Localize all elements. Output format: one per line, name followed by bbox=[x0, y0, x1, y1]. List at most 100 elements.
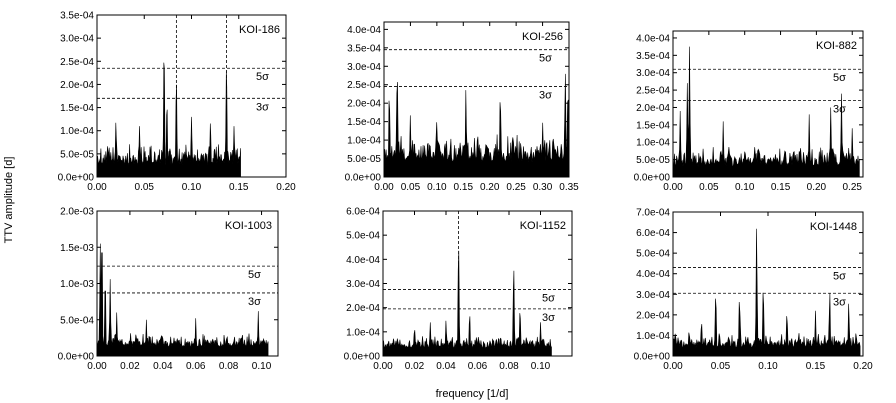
y-tick-label: 2.0e-04 bbox=[60, 80, 94, 91]
x-tick-label: 0.05 bbox=[135, 182, 155, 193]
x-tick-label: 0.10 bbox=[252, 361, 272, 372]
spectrum-series bbox=[96, 62, 241, 178]
x-tick-label: 0.05 bbox=[401, 182, 421, 193]
sigma-3-label: 3σ bbox=[539, 90, 552, 102]
sigma-3-label: 3σ bbox=[542, 312, 555, 324]
panel-title: KOI-882 bbox=[816, 40, 857, 52]
x-tick-label: 0.05 bbox=[699, 182, 719, 193]
sigma-3-label: 3σ bbox=[248, 296, 261, 308]
y-tick-label: 2.0e-04 bbox=[636, 310, 670, 321]
sigma-3-label: 3σ bbox=[256, 101, 269, 113]
panel-title: KOI-1003 bbox=[225, 220, 272, 232]
x-tick-label: 0.02 bbox=[120, 361, 140, 372]
x-tick-label: 0.20 bbox=[853, 361, 873, 372]
x-tick-label: 0.10 bbox=[182, 182, 202, 193]
y-tick-label: 3.0e-04 bbox=[347, 62, 381, 73]
y-tick-label: 3.0e-04 bbox=[636, 290, 670, 301]
y-tick-label: 6.0e-04 bbox=[346, 207, 380, 218]
x-tick-label: 0.05 bbox=[711, 361, 731, 372]
y-tick-label: 1.0e-04 bbox=[347, 136, 381, 147]
y-tick-label: 5.0e-04 bbox=[346, 231, 380, 242]
y-tick-label: 5.0e-05 bbox=[636, 155, 670, 166]
spectrum-series bbox=[672, 46, 860, 178]
y-tick-label: 0.0e+00 bbox=[58, 173, 95, 184]
x-tick-label: 0.25 bbox=[843, 182, 863, 193]
y-tick-label: 3.5e-04 bbox=[636, 51, 670, 62]
x-tick-label: 0.10 bbox=[531, 361, 551, 372]
x-tick-label: 0.20 bbox=[480, 182, 500, 193]
y-tick-label: 0.0e+00 bbox=[634, 352, 671, 363]
sigma-5-label: 5σ bbox=[256, 71, 269, 83]
x-tick-label: 0.04 bbox=[436, 361, 456, 372]
y-tick-label: 2.0e-04 bbox=[347, 99, 381, 110]
y-tick-label: 1.0e-04 bbox=[346, 327, 380, 338]
plot-frame bbox=[672, 30, 864, 178]
x-tick-label: 0.30 bbox=[533, 182, 553, 193]
y-tick-label: 2.0e-04 bbox=[636, 103, 670, 114]
x-tick-label: 0.35 bbox=[559, 182, 579, 193]
sigma-5-label: 5σ bbox=[248, 269, 261, 281]
x-tick-label: 0.10 bbox=[427, 182, 447, 193]
plot-frame bbox=[383, 21, 570, 178]
panel-title: KOI-1152 bbox=[520, 220, 566, 232]
y-tick-label: 3.5e-04 bbox=[347, 43, 381, 54]
panel-koi-1003: 5σ 3σ 0.0e+00 5.0e-04 1.0e-03 1.5e-03 2.0e-03 0… bbox=[58, 207, 279, 372]
x-tick-label: 0.00 bbox=[87, 182, 107, 193]
y-tick-label: 4.0e-04 bbox=[346, 255, 380, 266]
y-tick-label: 5.0e-05 bbox=[347, 154, 381, 165]
x-tick-label: 0.06 bbox=[186, 361, 206, 372]
x-tick-label: 0.00 bbox=[663, 182, 683, 193]
y-tick-label: 0.0e+00 bbox=[634, 173, 671, 184]
sigma-3-label: 3σ bbox=[833, 296, 846, 308]
y-tick-label: 1.5e-03 bbox=[60, 243, 94, 254]
panel-koi-186: 5σ 3σ 0.0e+00 5.0e-05 1.0e-04 1.5e-04 2.0e-04 2… bbox=[58, 11, 297, 194]
x-tick-label: 0.15 bbox=[454, 182, 474, 193]
x-axis-title: frequency [1/d] bbox=[436, 388, 509, 400]
y-tick-label: 0.0e+00 bbox=[344, 352, 381, 363]
x-tick-label: 0.04 bbox=[153, 361, 173, 372]
x-tick-label: 0.15 bbox=[806, 361, 826, 372]
y-tick-label: 6.0e-04 bbox=[636, 228, 670, 239]
y-tick-label: 2.5e-04 bbox=[347, 80, 381, 91]
x-tick-label: 0.00 bbox=[87, 361, 107, 372]
panel-koi-1152: 5σ 3σ 0.0e+00 1.0e-04 2.0e-04 3.0e-04 4.0e-04 5… bbox=[344, 207, 573, 372]
y-tick-label: 4.0e-04 bbox=[636, 33, 670, 44]
y-tick-label: 5.0e-04 bbox=[636, 249, 670, 260]
spectrum-series bbox=[96, 243, 269, 357]
x-tick-label: 0.02 bbox=[405, 361, 425, 372]
y-tick-label: 3.0e-04 bbox=[636, 68, 670, 79]
panel-koi-256: 5σ 3σ 0.0e+00 5.0e-05 1.0e-04 1.5e-04 2.0e-04 2… bbox=[345, 21, 579, 193]
x-tick-label: 0.15 bbox=[771, 182, 791, 193]
y-tick-label: 1.0e-04 bbox=[60, 126, 94, 137]
x-tick-label: 0.10 bbox=[758, 361, 778, 372]
sigma-5-label: 5σ bbox=[833, 271, 846, 283]
x-tick-label: 0.00 bbox=[374, 182, 394, 193]
y-tick-label: 2.5e-04 bbox=[636, 86, 670, 97]
y-tick-label: 4.0e-04 bbox=[347, 25, 381, 36]
plot-frame bbox=[382, 210, 573, 357]
y-tick-label: 2.0e-03 bbox=[60, 207, 94, 218]
y-tick-label: 1.0e-03 bbox=[60, 279, 94, 290]
panel-title: KOI-186 bbox=[239, 24, 280, 36]
y-tick-label: 5.0e-05 bbox=[60, 149, 94, 160]
y-tick-label: 0.0e+00 bbox=[345, 173, 382, 184]
x-tick-label: 0.00 bbox=[663, 361, 683, 372]
y-tick-label: 3.0e-04 bbox=[60, 34, 94, 45]
sigma-5-label: 5σ bbox=[542, 293, 555, 305]
y-tick-label: 2.5e-04 bbox=[60, 57, 94, 68]
spectrum-series bbox=[382, 250, 552, 357]
y-tick-label: 2.0e-04 bbox=[346, 303, 380, 314]
y-tick-label: 1.5e-04 bbox=[636, 120, 670, 131]
x-tick-label: 0.06 bbox=[468, 361, 488, 372]
y-tick-label: 1.0e-04 bbox=[636, 138, 670, 149]
x-tick-label: 0.08 bbox=[499, 361, 519, 372]
y-tick-label: 1.5e-04 bbox=[60, 103, 94, 114]
x-tick-label: 0.08 bbox=[219, 361, 239, 372]
x-tick-label: 0.10 bbox=[735, 182, 755, 193]
y-tick-label: 0.0e+00 bbox=[58, 352, 95, 363]
sigma-5-label: 5σ bbox=[539, 53, 552, 65]
sigma-3-label: 3σ bbox=[833, 104, 846, 116]
spectrum-series bbox=[672, 228, 861, 357]
y-tick-label: 7.0e-04 bbox=[636, 208, 670, 219]
